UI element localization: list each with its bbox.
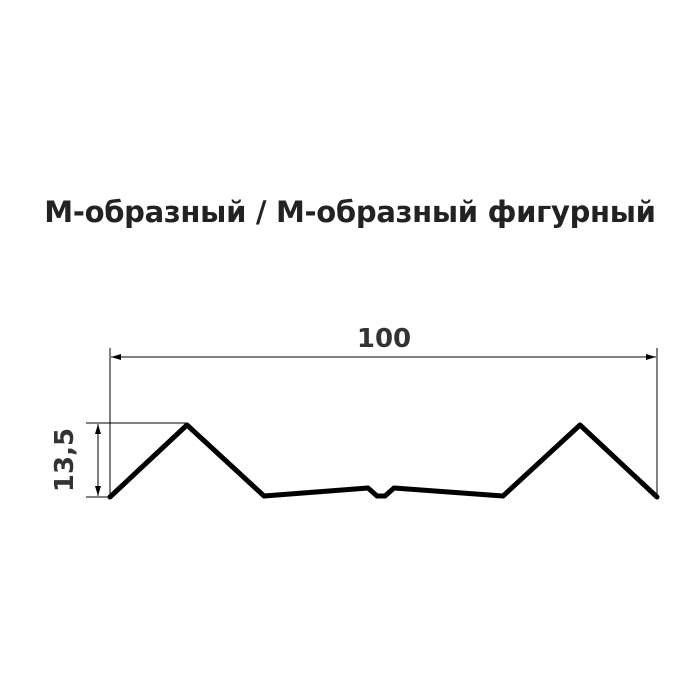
width-label: 100 — [357, 324, 411, 354]
m-profile-outline — [107, 422, 660, 500]
height-label: 13,5 — [50, 428, 80, 492]
diagram-title: М-образный / М-образный фигурный — [44, 195, 656, 229]
